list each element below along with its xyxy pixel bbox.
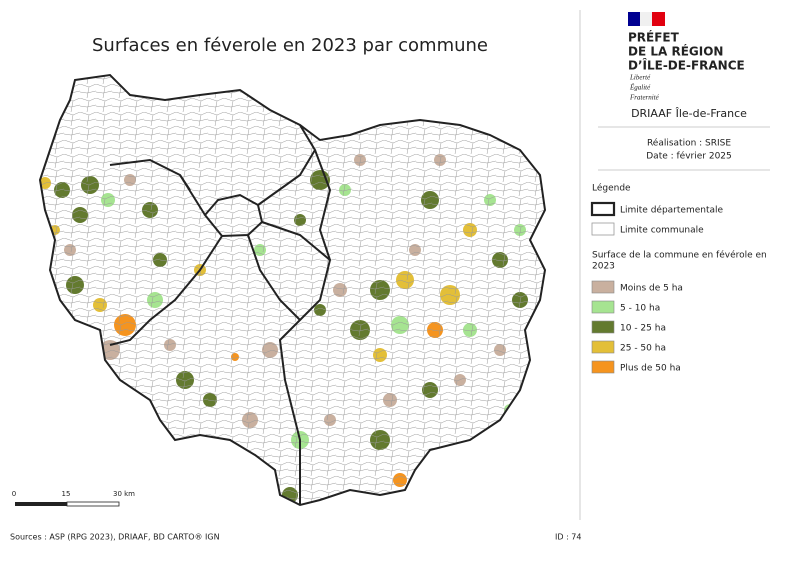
prefet: PRÉFET [628,30,680,45]
service: DRIAAF Île-de-France [631,107,747,120]
legend-swatch [591,320,615,334]
legend-swatch [591,360,615,374]
prefet: D’ÎLE-DE-FRANCE [628,58,745,73]
legend-label: Plus de 50 ha [620,364,681,374]
id: ID : 74 [555,533,581,542]
sources: Sources : ASP (RPG 2023), DRIAAF, BD CAR… [10,533,220,542]
devise: Égalité [629,84,651,92]
legend-subtitle: 2023 [592,262,615,272]
legend-label: Limite départementale [620,205,724,216]
legend-swatch [591,340,615,354]
map-title: Surfaces en féverole en 2023 par commune [92,35,488,56]
legend-label: Limite communale [620,226,704,236]
legend: Limite départementale Limite communale Sur… [590,201,767,374]
devise: Fraternité [629,94,660,102]
map [38,73,547,507]
legend-label: 5 - 10 ha [620,304,660,314]
scale-label: 15 [62,490,71,498]
legend-label: Moins de 5 ha [620,284,683,294]
legend-title: Légende [592,183,631,194]
realisation: Réalisation : SRISE [647,138,731,149]
scale-bar: 0 15 30 km [12,490,135,507]
scale-label: 0 [12,490,16,498]
prefet: DE LA RÉGION [628,44,723,59]
legend-label: 25 - 50 ha [620,344,666,354]
legend-swatch [591,222,615,236]
date: Date : février 2025 [646,151,732,162]
departmental-limits [38,73,547,507]
legend-swatch [591,280,615,294]
legend-swatch [591,300,615,314]
communal-limits [40,75,545,505]
devise: Liberté [629,74,651,82]
legend-subtitle: Surface de la commune en févérole en [592,250,767,261]
legend-swatch [590,201,616,217]
scale-label: 30 km [113,490,135,498]
legend-label: 10 - 25 ha [620,324,666,334]
logo [628,12,665,26]
